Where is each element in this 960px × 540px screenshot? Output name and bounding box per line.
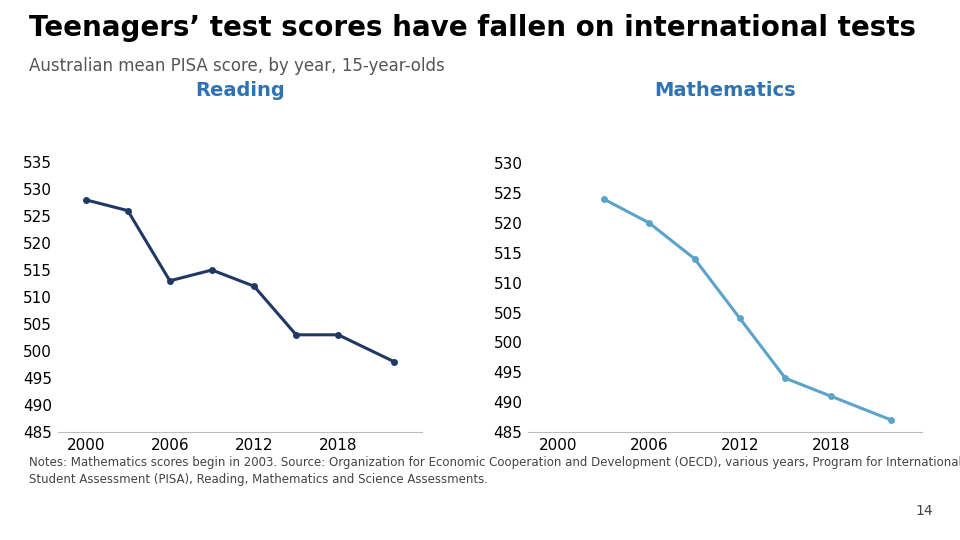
Text: Reading: Reading — [195, 81, 285, 100]
Text: Australian mean PISA score, by year, 15-year-olds: Australian mean PISA score, by year, 15-… — [29, 57, 444, 75]
Text: 14: 14 — [916, 504, 933, 518]
Text: Notes: Mathematics scores begin in 2003. Source: Organization for Economic Coope: Notes: Mathematics scores begin in 2003.… — [29, 456, 960, 487]
Text: Teenagers’ test scores have fallen on international tests: Teenagers’ test scores have fallen on in… — [29, 14, 916, 42]
Text: Mathematics: Mathematics — [654, 81, 796, 100]
